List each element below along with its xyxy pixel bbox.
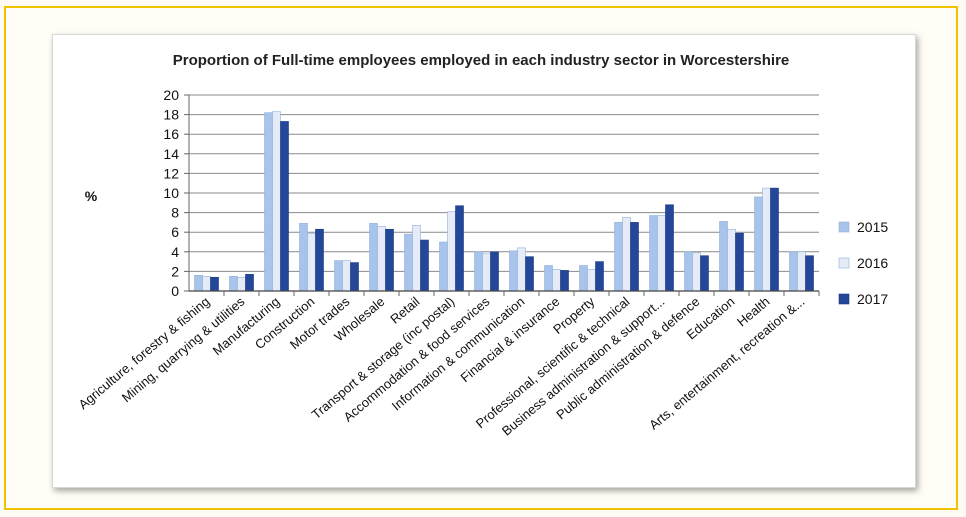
bar-2017 bbox=[281, 121, 289, 291]
y-tick-label: 14 bbox=[163, 146, 179, 162]
bar-2016 bbox=[588, 269, 596, 291]
bar-2017 bbox=[771, 188, 779, 291]
bar-2016 bbox=[518, 248, 526, 291]
chart-title: Proportion of Full-time employees employ… bbox=[173, 52, 790, 69]
bar-2015 bbox=[580, 266, 588, 291]
bar-2017 bbox=[701, 256, 709, 291]
bar-2017 bbox=[456, 206, 464, 291]
bar-2015 bbox=[300, 223, 308, 291]
y-tick-label: 18 bbox=[163, 107, 179, 123]
bar-2017 bbox=[666, 205, 674, 291]
bar-2015 bbox=[370, 223, 378, 291]
bar-2015 bbox=[685, 252, 693, 291]
bar-2015 bbox=[265, 113, 273, 291]
bar-2017 bbox=[561, 270, 569, 291]
bar-2017 bbox=[631, 222, 639, 291]
bar-2015 bbox=[790, 252, 798, 291]
legend: 2015 2016 2017 bbox=[839, 219, 888, 307]
bar-2016 bbox=[693, 253, 701, 291]
bar-2015 bbox=[545, 266, 553, 291]
x-tick-label: Agriculture, forestry & fishing bbox=[75, 294, 212, 412]
legend-swatch-2017 bbox=[839, 294, 849, 304]
bar-2017 bbox=[351, 263, 359, 291]
bar-2016 bbox=[203, 276, 211, 291]
bars bbox=[195, 112, 814, 291]
bar-2017 bbox=[211, 277, 219, 291]
bar-2015 bbox=[755, 197, 763, 291]
bar-2017 bbox=[596, 262, 604, 291]
bar-2015 bbox=[195, 275, 203, 291]
bar-2015 bbox=[230, 276, 238, 291]
bar-2017 bbox=[526, 257, 534, 291]
bar-2016 bbox=[623, 218, 631, 292]
y-tick-label: 6 bbox=[171, 224, 179, 240]
bar-2017 bbox=[491, 252, 499, 291]
bar-2016 bbox=[273, 112, 281, 291]
legend-swatch-2015 bbox=[839, 222, 849, 232]
chart: Proportion of Full-time employees employ… bbox=[53, 35, 917, 489]
bar-2016 bbox=[238, 277, 246, 291]
bar-2015 bbox=[475, 252, 483, 291]
bar-2015 bbox=[615, 222, 623, 291]
legend-label-2017: 2017 bbox=[857, 291, 888, 307]
y-tick-label: 10 bbox=[163, 185, 179, 201]
bar-2017 bbox=[421, 240, 429, 291]
legend-label-2016: 2016 bbox=[857, 255, 888, 271]
y-tick-label: 4 bbox=[171, 244, 179, 260]
bar-2016 bbox=[798, 252, 806, 291]
bar-2016 bbox=[658, 216, 666, 291]
bar-2015 bbox=[650, 216, 658, 291]
y-tick-label: 20 bbox=[163, 87, 179, 103]
bar-2017 bbox=[246, 274, 254, 291]
chart-card: Proportion of Full-time employees employ… bbox=[52, 34, 916, 488]
y-tick-label: 8 bbox=[171, 205, 179, 221]
legend-swatch-2016 bbox=[839, 258, 849, 268]
bar-2016 bbox=[413, 225, 421, 291]
bar-2015 bbox=[405, 234, 413, 291]
bar-2017 bbox=[386, 229, 394, 291]
bar-2016 bbox=[343, 261, 351, 291]
y-axis-label: % bbox=[85, 188, 98, 204]
y-tick-label: 12 bbox=[163, 165, 179, 181]
bar-2015 bbox=[510, 251, 518, 291]
bar-2016 bbox=[378, 226, 386, 291]
y-tick-label: 0 bbox=[171, 283, 179, 299]
bar-2017 bbox=[806, 256, 814, 291]
bar-2016 bbox=[448, 212, 456, 291]
bar-2016 bbox=[553, 269, 561, 291]
bar-2015 bbox=[440, 242, 448, 291]
bar-2016 bbox=[763, 188, 771, 291]
bar-2017 bbox=[316, 229, 324, 291]
y-tick-label: 2 bbox=[171, 263, 179, 279]
bar-2016 bbox=[728, 229, 736, 291]
bar-2016 bbox=[308, 233, 316, 291]
bar-2017 bbox=[736, 233, 744, 291]
bar-2016 bbox=[483, 254, 491, 291]
y-tick-label: 16 bbox=[163, 126, 179, 142]
legend-label-2015: 2015 bbox=[857, 219, 888, 235]
bar-2015 bbox=[720, 221, 728, 291]
bar-2015 bbox=[335, 261, 343, 291]
